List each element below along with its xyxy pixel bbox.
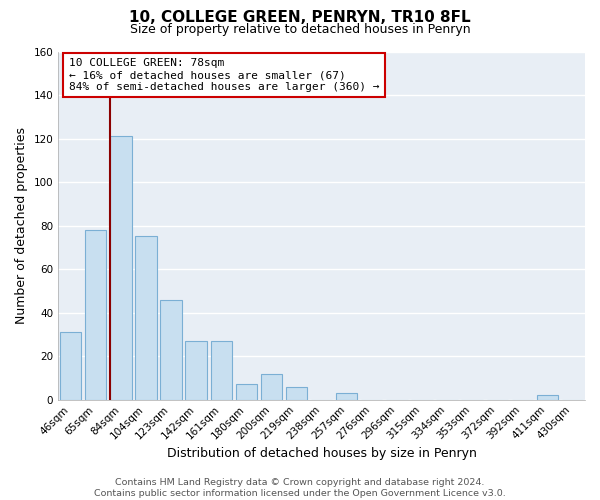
Bar <box>85 230 106 400</box>
Bar <box>336 393 358 400</box>
Text: Contains HM Land Registry data © Crown copyright and database right 2024.
Contai: Contains HM Land Registry data © Crown c… <box>94 478 506 498</box>
Text: 10 COLLEGE GREEN: 78sqm
← 16% of detached houses are smaller (67)
84% of semi-de: 10 COLLEGE GREEN: 78sqm ← 16% of detache… <box>69 58 379 92</box>
Bar <box>185 341 207 400</box>
X-axis label: Distribution of detached houses by size in Penryn: Distribution of detached houses by size … <box>167 447 476 460</box>
Bar <box>236 384 257 400</box>
Bar <box>110 136 131 400</box>
Bar <box>136 236 157 400</box>
Bar <box>160 300 182 400</box>
Text: Size of property relative to detached houses in Penryn: Size of property relative to detached ho… <box>130 22 470 36</box>
Bar <box>537 396 558 400</box>
Bar <box>211 341 232 400</box>
Text: 10, COLLEGE GREEN, PENRYN, TR10 8FL: 10, COLLEGE GREEN, PENRYN, TR10 8FL <box>129 10 471 25</box>
Bar <box>261 374 282 400</box>
Bar <box>286 386 307 400</box>
Y-axis label: Number of detached properties: Number of detached properties <box>15 127 28 324</box>
Bar <box>60 332 82 400</box>
